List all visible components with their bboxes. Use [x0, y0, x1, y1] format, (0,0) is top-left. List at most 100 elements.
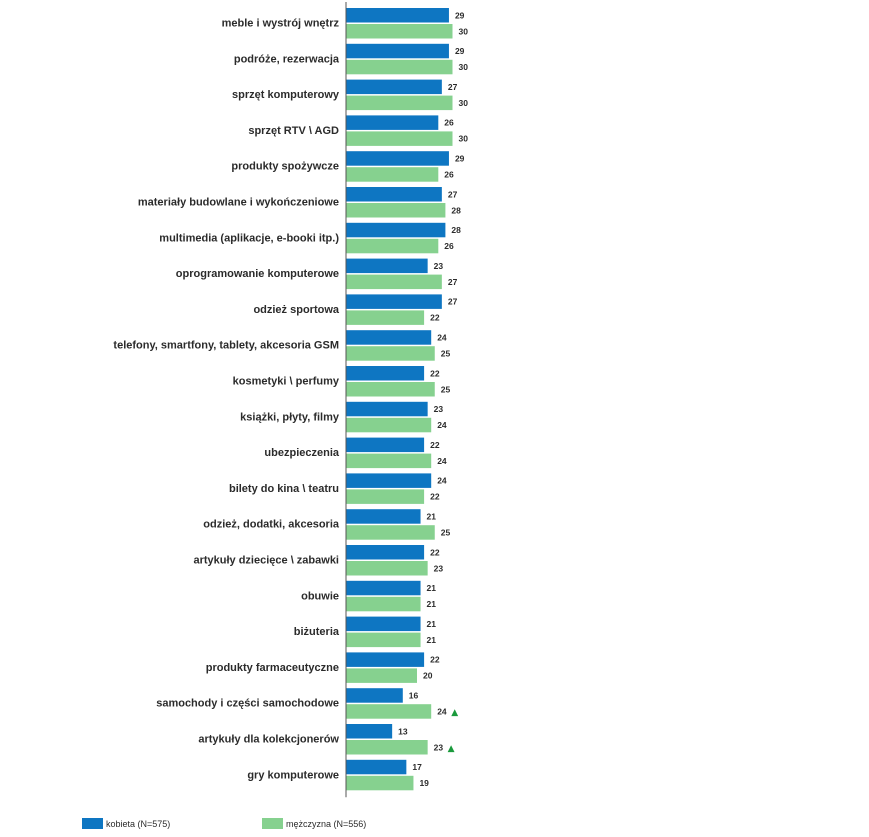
bar-mezczyzna [346, 203, 446, 218]
bars-group [346, 8, 453, 791]
bar-kobieta [346, 366, 425, 381]
data-label: 23 [434, 404, 444, 414]
data-label: 27 [448, 82, 458, 92]
data-label: 25 [441, 527, 451, 537]
significance-marker: ▲ [451, 708, 458, 718]
legend-label-kobieta: kobieta (N=575) [106, 818, 171, 829]
bar-mezczyzna [346, 417, 432, 433]
data-label: 23 [434, 563, 444, 573]
bar-mezczyzna [346, 525, 435, 540]
data-label: 13 [398, 726, 408, 736]
data-label: 26 [444, 241, 454, 251]
data-label: 24 [437, 476, 447, 486]
data-label: 21 [427, 583, 437, 593]
data-label: 30 [459, 134, 469, 144]
labels-group: meble i wystrój wnętrz 29 30 podróże, rezer… [113, 10, 468, 788]
category-label: ubezpieczenia [264, 447, 339, 459]
data-label: 22 [430, 547, 440, 557]
data-label: 21 [427, 599, 437, 609]
bar-kobieta [346, 652, 425, 667]
bar-kobieta [346, 509, 421, 524]
data-label: 27 [448, 277, 458, 287]
data-label: 24 [437, 332, 447, 342]
bar-mezczyzna [346, 453, 432, 469]
bar-kobieta [346, 616, 421, 632]
bar-mezczyzna [346, 346, 435, 361]
data-label: 28 [451, 205, 461, 215]
data-label: 24 [437, 706, 447, 716]
legend-label-mezczyzna: mężczyzna (N=556) [286, 818, 367, 829]
bar-mezczyzna [346, 59, 453, 75]
bar-kobieta [346, 580, 421, 596]
bar-kobieta [346, 759, 407, 775]
bar-mezczyzna [346, 95, 453, 111]
legend-item-mezczyzna: mężczyzna (N=556) [262, 818, 442, 829]
data-label: 25 [441, 384, 451, 394]
data-label: 26 [444, 169, 454, 179]
category-label: samochody i części samochodowe [156, 698, 339, 710]
data-label: 22 [430, 655, 440, 665]
data-label: 22 [430, 313, 440, 323]
legend-swatch-kobieta [82, 818, 103, 829]
bar-kobieta [346, 187, 442, 202]
legend-item-kobieta: kobieta (N=575) [82, 818, 262, 829]
bar-kobieta [346, 294, 442, 309]
bar-kobieta [346, 545, 425, 560]
data-label: 21 [427, 619, 437, 629]
data-label: 30 [459, 98, 469, 108]
category-label: artykuły dziecięce \ zabawki [193, 555, 339, 567]
bar-mezczyzna [346, 167, 439, 182]
bar-mezczyzna [346, 596, 421, 612]
data-label: 22 [430, 492, 440, 502]
bar-mezczyzna [346, 382, 435, 397]
category-label: artykuły dla kolekcjonerów [198, 734, 339, 746]
category-label: multimedia (aplikacje, e-booki itp.) [159, 232, 339, 244]
bar-kobieta [346, 258, 428, 274]
data-label: 24 [437, 456, 447, 466]
category-label: produkty farmaceutyczne [206, 662, 339, 674]
category-label: sprzęt komputerowy [232, 89, 340, 101]
data-label: 17 [412, 762, 422, 772]
data-label: 27 [448, 189, 458, 199]
bar-mezczyzna [346, 310, 425, 325]
category-label: produkty spożywcze [231, 161, 339, 173]
category-label: odzież, dodatki, akcesoria [203, 519, 340, 531]
bar-kobieta [346, 151, 449, 166]
data-label: 28 [451, 225, 461, 235]
bar-kobieta [346, 79, 442, 95]
bar-mezczyzna [346, 561, 428, 576]
data-label: 24 [437, 420, 447, 430]
data-label: 22 [430, 440, 440, 450]
data-label: 21 [427, 511, 437, 521]
category-label: odzież sportowa [253, 304, 339, 316]
category-label: oprogramowanie komputerowe [176, 268, 339, 280]
legend: kobieta (N=575) mężczyzna (N=556) [82, 818, 442, 829]
category-label: podróże, rezerwacja [234, 53, 340, 65]
data-label: 29 [455, 10, 465, 20]
bar-kobieta [346, 473, 432, 488]
data-label: 21 [427, 635, 437, 645]
bar-kobieta [346, 688, 403, 703]
bar-kobieta [346, 43, 449, 59]
category-label: kosmetyki \ perfumy [233, 376, 340, 388]
category-label: książki, płyty, filmy [240, 411, 340, 423]
category-label: bilety do kina \ teatru [229, 483, 339, 495]
bar-mezczyzna [346, 632, 421, 648]
legend-swatch-mezczyzna [262, 818, 283, 829]
bar-kobieta [346, 222, 446, 238]
bar-mezczyzna [346, 24, 453, 39]
significance-marker: ▲ [448, 744, 455, 754]
category-label: meble i wystrój wnętrz [222, 18, 340, 30]
bar-mezczyzna [346, 775, 414, 791]
category-label: materiały budowlane i wykończeniowe [138, 197, 339, 209]
bar-mezczyzna [346, 131, 453, 146]
bar-mezczyzna [346, 668, 417, 683]
bar-kobieta [346, 330, 432, 345]
bar-kobieta [346, 115, 439, 130]
category-label: biżuteria [294, 626, 340, 638]
category-label: obuwie [301, 590, 339, 602]
bar-mezczyzna [346, 489, 425, 504]
data-label: 16 [409, 690, 419, 700]
data-label: 26 [444, 118, 454, 128]
